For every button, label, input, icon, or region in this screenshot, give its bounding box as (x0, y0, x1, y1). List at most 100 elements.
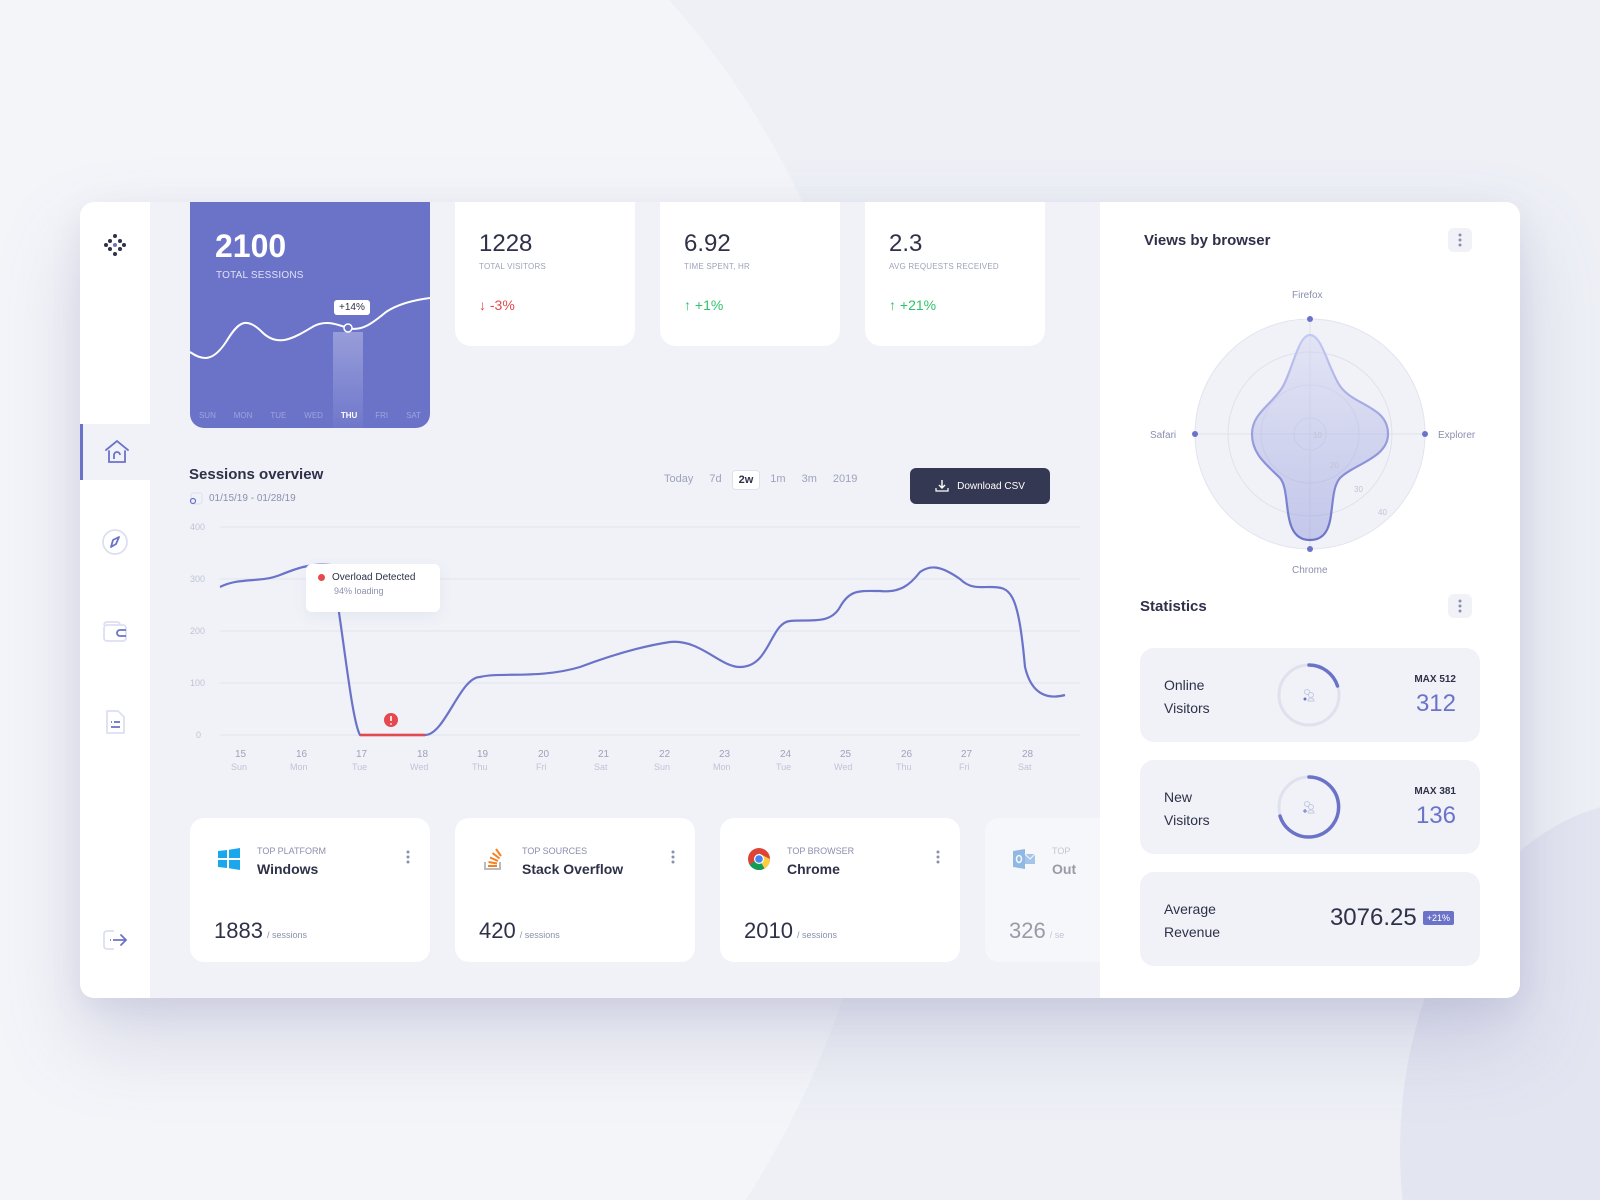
tile-name: Windows (257, 861, 319, 877)
y-tick: 400 (190, 522, 205, 532)
day-label: SUN (198, 411, 216, 420)
axis-point[interactable] (1192, 431, 1198, 437)
sessions-line (219, 563, 1066, 737)
svg-text:21: 21 (598, 749, 610, 760)
kpi-value: 2.3 (889, 230, 923, 257)
stat-average-revenue[interactable]: Average Revenue 3076.25 +21% (1140, 872, 1480, 966)
svg-text:23: 23 (719, 749, 731, 760)
date-range[interactable]: 01/15/19 - 01/28/19 (189, 491, 296, 505)
svg-text:Mon: Mon (713, 762, 731, 772)
stackoverflow-icon (484, 848, 502, 870)
logout-button[interactable] (80, 912, 150, 968)
tile-top-platform[interactable]: TOP PLATFORM Windows 1883/ sessions (190, 818, 430, 962)
home-icon (104, 439, 129, 463)
revenue-value-group: 3076.25 +21% (1330, 904, 1454, 932)
sidebar-item-home[interactable] (80, 424, 150, 480)
axis-point[interactable] (1422, 431, 1428, 437)
ring-label: 40 (1378, 508, 1387, 517)
axis-point[interactable] (1307, 546, 1313, 552)
stat-label-line: Visitors (1164, 700, 1210, 716)
tile-category: TOP SOURCES (522, 846, 588, 856)
x-axis-labels: 15 Sun 16 Mon 17 Tue 18 Wed 19 Thu 20 Fri 21 Sa… (231, 749, 1034, 772)
add-user-icon (1303, 801, 1315, 814)
tile-top-browser[interactable]: TOP BROWSER Chrome 2010/ sessions (720, 818, 960, 962)
overload-tooltip: Overload Detected 94% loading (306, 564, 440, 612)
kpi-card-total-visitors[interactable]: 1228 TOTAL VISITORS ↓ -3% (455, 202, 635, 346)
svg-text:20: 20 (538, 749, 550, 760)
stat-value: 312 (1415, 690, 1456, 717)
range-1m[interactable]: 1m (770, 473, 786, 485)
date-range-text: 01/15/19 - 01/28/19 (209, 492, 296, 504)
views-menu-button[interactable] (1448, 228, 1472, 252)
y-tick: 200 (190, 626, 205, 636)
total-sessions-card[interactable]: 2100 TOTAL SESSIONS +14% SUN MON TUE WED (190, 202, 430, 428)
tile-unit: / sessions (266, 930, 307, 940)
sessions-line-chart[interactable]: 400 300 200 100 0 15 Sun 16 Mon 17 Tue 18 We… (180, 517, 1080, 787)
ring-label: 20 (1330, 461, 1339, 470)
range-2019[interactable]: 2019 (832, 473, 858, 485)
kpi-change-value: +1% (694, 297, 724, 313)
svg-text:Wed: Wed (834, 762, 852, 772)
sidebar-item-wallet[interactable] (80, 604, 150, 660)
tile-value: 420/ sessions (479, 918, 560, 944)
tile-value: 2010/ sessions (744, 918, 837, 944)
svg-text:Mon: Mon (290, 762, 308, 772)
more-icon (1458, 233, 1462, 247)
svg-text:Fri: Fri (536, 762, 547, 772)
kpi-card-time-spent[interactable]: 6.92 TIME SPENT, HR ↑ +1% (660, 202, 840, 346)
range-3m[interactable]: 3m (801, 473, 817, 485)
svg-text:28: 28 (1022, 749, 1034, 760)
axis-point[interactable] (1307, 316, 1313, 322)
svg-text:Sat: Sat (594, 762, 608, 772)
tile-unit: / sessions (796, 930, 837, 940)
kpi-value: 6.92 (684, 230, 731, 257)
range-selector: Today 7d 2w 1m 3m 2019 (658, 470, 863, 490)
statistics-menu-button[interactable] (1448, 594, 1472, 618)
browser-radar-chart[interactable]: 10 20 30 40 Firefox Explorer Chrome Safa… (1140, 282, 1480, 582)
tile-unit: / se (1049, 930, 1065, 940)
axis-label-explorer: Explorer (1438, 430, 1476, 441)
stat-max: MAX 512 (1414, 674, 1456, 685)
statistics-title: Statistics (1140, 598, 1207, 615)
tile-category: TOP PLATFORM (257, 846, 327, 856)
svg-text:25: 25 (840, 749, 852, 760)
more-icon[interactable] (671, 850, 675, 864)
total-sessions-value: 2100 (215, 228, 287, 264)
stat-label: New Visitors (1164, 786, 1210, 832)
logo-icon[interactable] (102, 232, 128, 258)
sidebar-item-explore[interactable] (80, 514, 150, 570)
arrow-down-icon: ↓ (479, 297, 486, 313)
more-icon (1458, 599, 1462, 613)
range-7d[interactable]: 7d (709, 473, 722, 485)
more-icon[interactable] (936, 850, 940, 864)
alert-icon[interactable] (384, 713, 398, 727)
sidebar-item-documents[interactable] (80, 694, 150, 750)
users-icon (1303, 689, 1315, 702)
tile-top-sources[interactable]: TOP SOURCES Stack Overflow 420/ sessions (455, 818, 695, 962)
revenue-value: 3076.25 (1329, 904, 1417, 931)
svg-text:Tue: Tue (776, 762, 791, 772)
range-2w[interactable]: 2w (731, 470, 761, 490)
more-icon[interactable] (406, 850, 410, 864)
download-csv-button[interactable]: Download CSV (910, 468, 1050, 504)
ring-label: 30 (1354, 485, 1363, 494)
stat-new-visitors[interactable]: New Visitors MAX 381 136 (1140, 760, 1480, 854)
stat-max: MAX 381 (1414, 786, 1456, 797)
radar-area (1250, 333, 1390, 542)
range-today[interactable]: Today (664, 473, 694, 485)
kpi-change: ↑ +21% (889, 297, 1021, 313)
kpi-change: ↑ +1% (684, 297, 816, 313)
document-icon (106, 710, 125, 734)
svg-text:22: 22 (659, 749, 671, 760)
new-visitors-ring (1277, 775, 1341, 839)
kpi-card-avg-requests[interactable]: 2.3 AVG REQUESTS RECEIVED ↑ +21% (865, 202, 1045, 346)
arrow-up-icon: ↑ (889, 297, 896, 313)
outlook-icon (1013, 849, 1036, 869)
svg-text:Thu: Thu (896, 762, 912, 772)
sidebar (80, 202, 150, 998)
stat-online-visitors[interactable]: Online Visitors MAX 512 312 (1140, 648, 1480, 742)
views-by-browser-title: Views by browser (1144, 232, 1271, 249)
svg-text:17: 17 (356, 749, 368, 760)
right-panel: Views by browser 10 20 (1100, 202, 1520, 998)
day-label: MON (233, 411, 253, 420)
